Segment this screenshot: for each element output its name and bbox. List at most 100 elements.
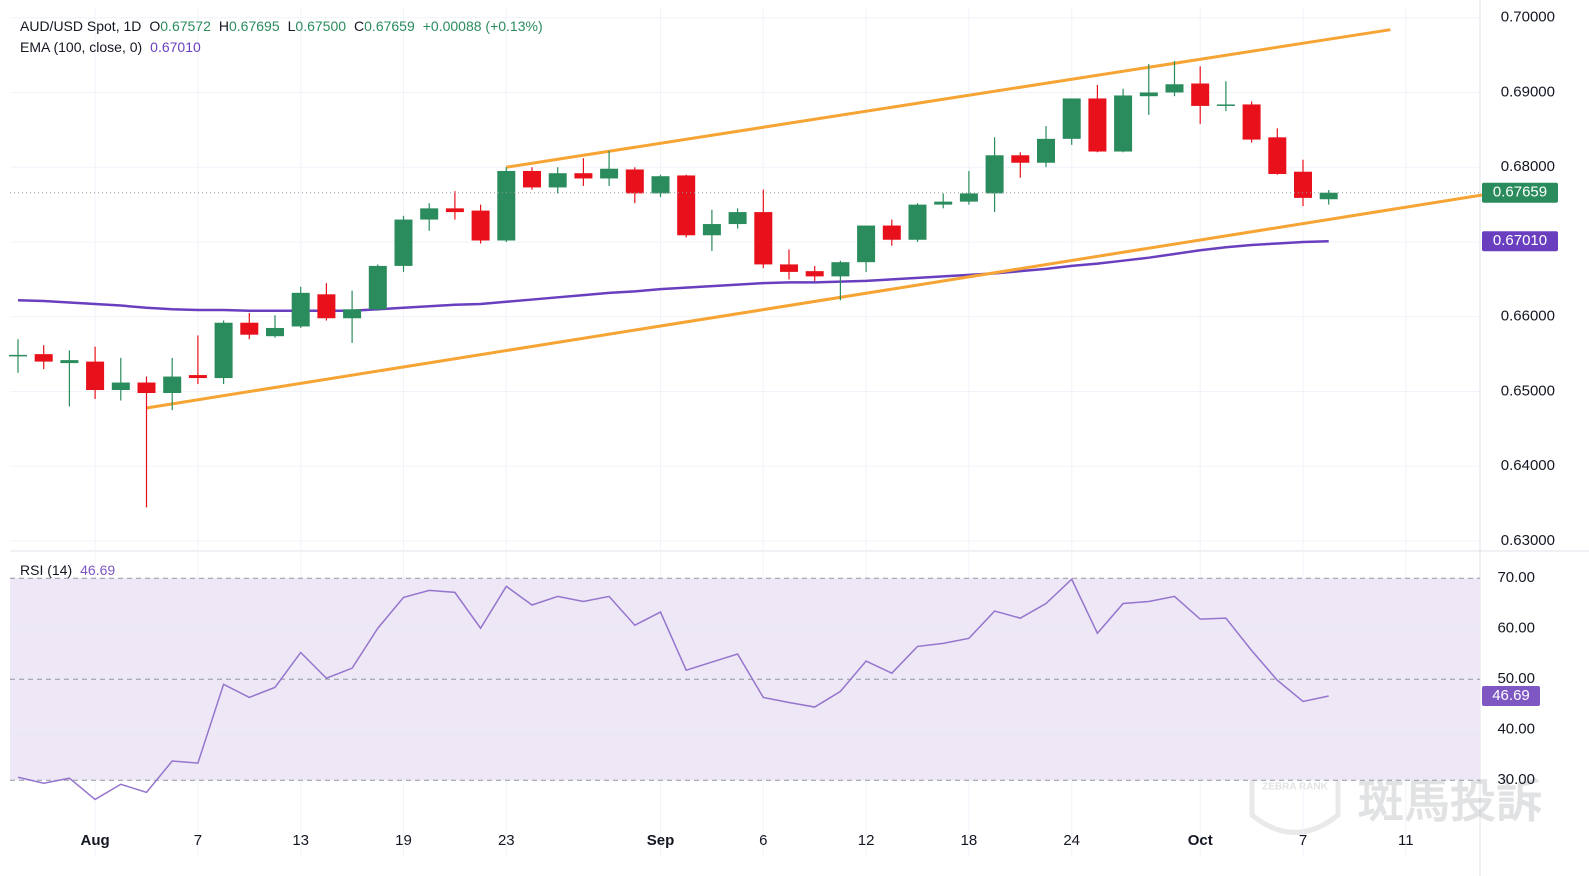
candle-body: [368, 265, 387, 310]
price-box: [1482, 182, 1558, 203]
rsi-legend: RSI (14) 46.69: [20, 562, 115, 578]
legend-value: 0.67572: [160, 18, 211, 34]
ema-legend-value: 0.67010: [150, 39, 201, 55]
ema-legend-name: EMA (100, close, 0): [20, 39, 142, 55]
ema-box-label: 0.67010: [1493, 232, 1547, 249]
legend-value: 0.67695: [229, 18, 280, 34]
candle-body: [497, 170, 516, 241]
y-tick-label: 40.00: [1497, 721, 1535, 738]
candle-body: [343, 309, 362, 319]
y-tick-label: 0.68000: [1501, 158, 1555, 175]
rsi-box-label: 46.69: [1492, 687, 1530, 704]
watermark-badge: ZEBRA RANK: [1262, 782, 1329, 793]
candle-body: [1165, 84, 1184, 93]
x-tick-label: 6: [759, 832, 767, 849]
candle-body: [1216, 104, 1235, 106]
legend-key: H: [219, 18, 229, 34]
candle-body: [9, 354, 27, 357]
x-tick-label: 24: [1063, 832, 1080, 849]
price-box-label: 0.67659: [1493, 184, 1547, 201]
candle-body: [86, 361, 105, 391]
watermark-text: 斑馬投訴: [1358, 775, 1542, 827]
candle-body: [1242, 104, 1261, 140]
y-tick-label: 0.65000: [1501, 382, 1555, 399]
candle-body: [317, 294, 336, 319]
candle-body: [214, 322, 233, 379]
candle-body: [420, 208, 439, 220]
candle-body: [266, 327, 284, 337]
candle-body: [934, 201, 953, 205]
x-tick-label: Sep: [647, 832, 675, 849]
x-tick-label: 12: [858, 832, 875, 849]
y-tick-label: 60.00: [1497, 620, 1535, 637]
x-tick-label: 18: [961, 832, 978, 849]
legend-key: O: [149, 18, 160, 34]
candle-body: [163, 376, 182, 394]
rsi-box: [1482, 685, 1540, 706]
candle-body: [882, 225, 901, 240]
legend-title: AUD/USD Spot, 1D: [20, 18, 141, 34]
candle-body: [625, 169, 644, 194]
candle-body: [1268, 137, 1287, 174]
y-tick-label: 0.64000: [1501, 457, 1555, 474]
candle-body: [137, 382, 156, 394]
rsi-legend-name: RSI (14): [20, 562, 72, 578]
candle-body: [471, 210, 490, 241]
candle-body: [60, 360, 79, 364]
legend-value: 0.67659: [364, 18, 415, 34]
candle-body: [240, 322, 259, 335]
x-tick-label: 23: [498, 832, 515, 849]
candle-body: [959, 193, 978, 202]
rsi-line: [17, 578, 1329, 801]
channel-line: [506, 28, 1391, 169]
candle-body: [831, 262, 850, 277]
candle-body: [728, 212, 747, 225]
candle-body: [574, 173, 593, 179]
candle-body: [754, 212, 773, 265]
rsi-legend-value: 46.69: [80, 562, 115, 578]
candle-body: [1294, 171, 1312, 198]
x-tick-label: 7: [194, 832, 202, 849]
x-tick-label: 7: [1299, 832, 1307, 849]
candle-body: [111, 382, 130, 391]
ema-box: [1482, 231, 1558, 252]
y-tick-label: 0.66000: [1501, 308, 1555, 325]
x-tick-label: Oct: [1188, 832, 1213, 849]
legend-change: +0.00088 (+0.13%): [423, 18, 543, 34]
y-tick-label: 0.69000: [1501, 83, 1555, 100]
x-tick-label: Aug: [81, 832, 110, 849]
candle-body: [394, 219, 413, 266]
legend-key: L: [288, 18, 296, 34]
candle-body: [600, 168, 619, 179]
legend-key: C: [354, 18, 364, 34]
candle-body: [445, 208, 464, 213]
candle-body: [34, 354, 53, 362]
x-tick-label: 19: [395, 832, 412, 849]
y-tick-label: 50.00: [1497, 670, 1535, 687]
candle-body: [908, 204, 927, 240]
candle-body: [677, 175, 696, 236]
candle-body: [805, 271, 824, 277]
candle-body: [1319, 192, 1338, 200]
candle-body: [1062, 98, 1081, 139]
candle-body: [651, 176, 670, 194]
x-tick-label: 13: [292, 832, 309, 849]
candle-body: [1037, 138, 1055, 163]
x-tick-label: 11: [1398, 832, 1414, 849]
ema-legend: EMA (100, close, 0) 0.67010: [20, 39, 201, 55]
candle-body: [1088, 98, 1107, 152]
candle-body: [1139, 92, 1158, 97]
candle-body: [857, 225, 876, 263]
y-tick-label: 0.70000: [1501, 9, 1555, 26]
legend: AUD/USD Spot, 1D O0.67572 H0.67695 L0.67500…: [20, 18, 543, 34]
y-tick-label: 30.00: [1497, 771, 1535, 788]
candle-body: [291, 292, 310, 327]
channel-line: [146, 193, 1484, 410]
candle-body: [523, 170, 541, 188]
candle-body: [1191, 83, 1210, 106]
candle-body: [1114, 95, 1133, 152]
y-tick-label: 70.00: [1497, 569, 1535, 586]
ema-line: [17, 239, 1329, 313]
candle-body: [188, 375, 207, 379]
